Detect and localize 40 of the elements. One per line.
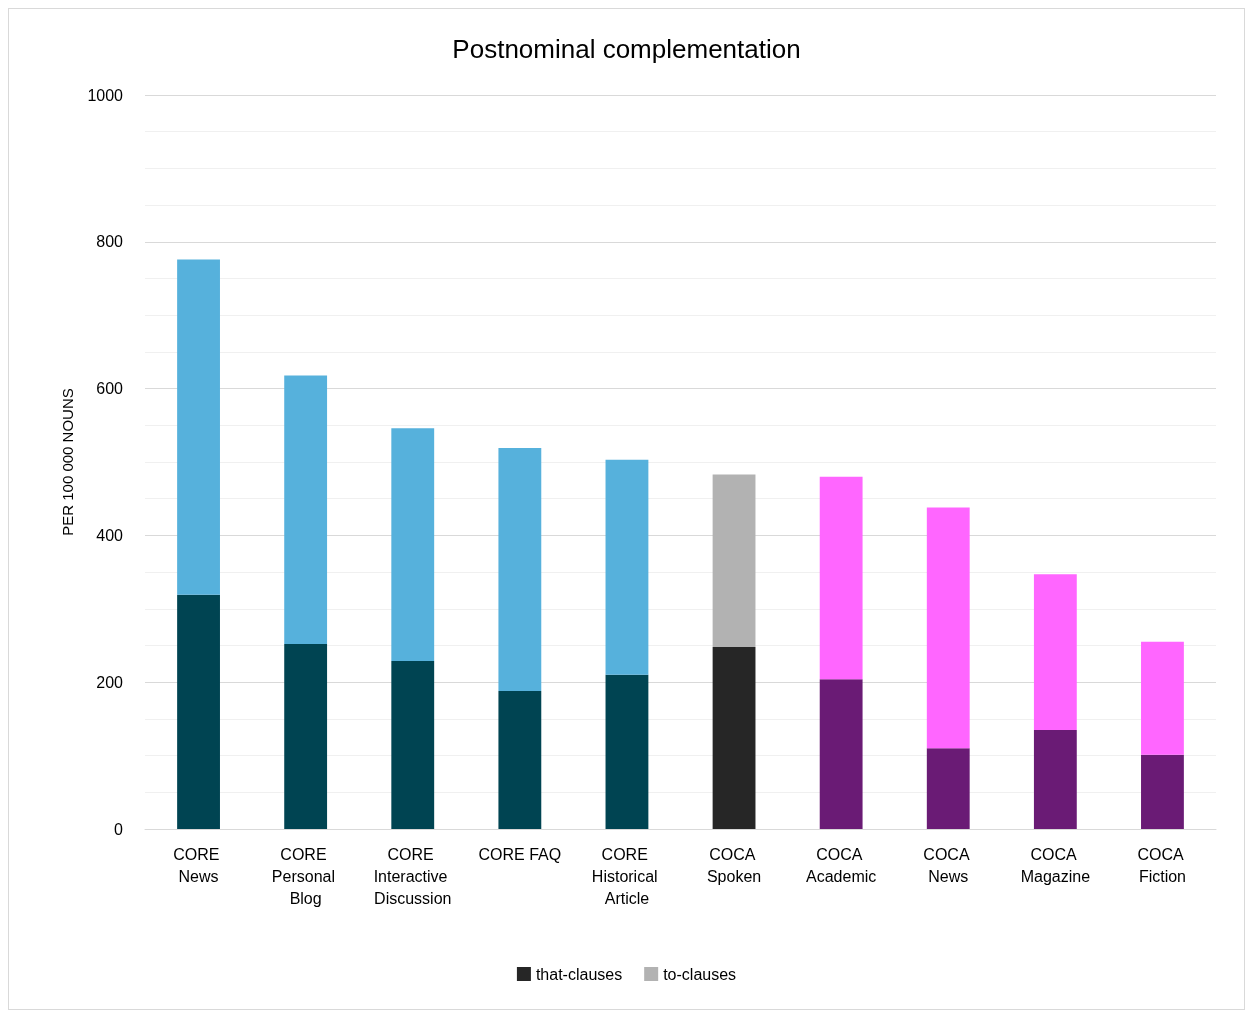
bar: [498, 691, 542, 829]
bar: [605, 459, 649, 675]
y-tick-label: 600: [96, 380, 124, 398]
bar: [1033, 729, 1077, 829]
x-tick-label: COCA News: [923, 845, 974, 885]
x-tick-label: CORE News: [173, 845, 224, 885]
bar: [498, 448, 542, 692]
bar: [1141, 754, 1184, 829]
bar: [712, 474, 756, 647]
y-tick-label: 800: [96, 233, 124, 251]
bar: [1141, 641, 1184, 755]
chart-title: Postnominal complementation: [452, 34, 801, 64]
y-tick-label: 400: [96, 526, 124, 544]
bar: [712, 646, 756, 829]
y-tick-label: 200: [96, 673, 124, 691]
y-tick-label: 1000: [87, 86, 124, 104]
legend-label: to-clauses: [663, 965, 737, 983]
x-tick-label: COCA Academic: [806, 845, 877, 885]
bar: [177, 259, 220, 595]
bar: [1033, 574, 1077, 730]
x-tick-label: CORE Historical Article: [591, 845, 663, 907]
bar: [391, 660, 435, 829]
bar: [284, 375, 328, 645]
bar: [391, 428, 435, 661]
legend-label: that-clauses: [535, 965, 623, 983]
bar: [819, 679, 863, 829]
bar: [926, 748, 970, 829]
bar: [926, 507, 970, 749]
bar: [819, 476, 863, 680]
y-tick-label: 0: [114, 820, 124, 838]
bar: [177, 594, 220, 829]
x-tick-label: COCA Spoken: [706, 845, 762, 885]
x-tick-label: CORE FAQ: [478, 845, 562, 863]
x-tick-label: COCA Magazine: [1020, 845, 1091, 885]
bar: [284, 644, 328, 829]
x-tick-label: CORE Interactive Discussion: [373, 845, 452, 907]
bar: [605, 674, 649, 829]
x-tick-label: COCA Fiction: [1137, 845, 1188, 885]
y-axis-title: PER 100 000 NOUNS: [59, 388, 76, 536]
x-tick-label: CORE Personal Blog: [271, 845, 340, 907]
